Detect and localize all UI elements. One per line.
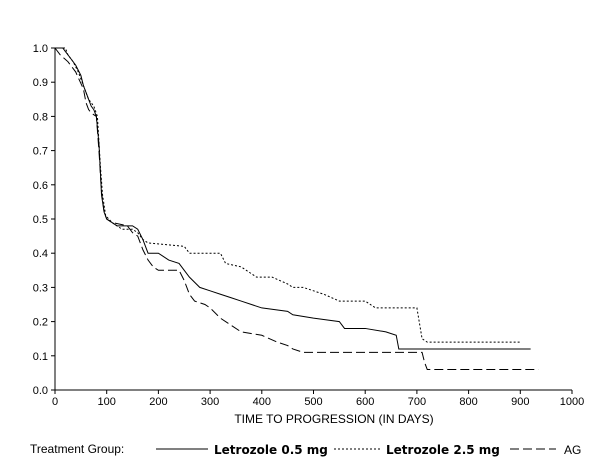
series-line-0	[55, 47, 531, 350]
y-tick-label: 0.5	[33, 214, 48, 226]
legend-title: Treatment Group:	[30, 442, 124, 456]
x-tick-label: 100	[98, 396, 116, 408]
x-tick-label: 0	[52, 396, 58, 408]
x-tick-label: 1000	[560, 396, 584, 408]
x-tick-label: 900	[511, 396, 529, 408]
axes: 0.0 0.1 0.2 0.3 0.4 0.5 0.6 0.7 0.8 0.9 1.0 0 100 200…	[33, 43, 585, 408]
x-axis-title: TIME TO PROGRESSION (IN DAYS)	[234, 412, 433, 426]
x-tick-label: 200	[149, 396, 167, 408]
x-tick-label: 800	[459, 396, 477, 408]
y-tick-label: 0.2	[33, 317, 48, 329]
y-tick-label: 0.6	[33, 180, 48, 192]
y-tick-label: 1.0	[33, 43, 48, 55]
x-tick-label: 400	[253, 396, 271, 408]
x-tick-label: 700	[408, 396, 426, 408]
y-tick-label: 0.9	[33, 77, 48, 89]
series-line-1	[55, 47, 521, 343]
x-tick-label: 300	[201, 396, 219, 408]
legend: Treatment Group: Letrozole 0.5 mg Letrozol…	[30, 442, 581, 457]
legend-label-1: Letrozole 2.5 mg	[386, 443, 500, 457]
x-tick-label: 600	[356, 396, 374, 408]
legend-label-2: AG	[564, 443, 581, 457]
x-tick-label: 500	[304, 396, 322, 408]
y-tick-label: 0.4	[33, 248, 48, 260]
y-tick-label: 0.7	[33, 146, 48, 158]
series-line-2	[54, 47, 539, 370]
series-lines	[54, 47, 539, 370]
y-tick-label: 0.3	[33, 282, 48, 294]
y-tick-label: 0.8	[33, 111, 48, 123]
y-tick-label: 0.0	[33, 385, 48, 397]
y-tick-label: 0.1	[33, 351, 48, 363]
legend-label-0: Letrozole 0.5 mg	[214, 443, 328, 457]
